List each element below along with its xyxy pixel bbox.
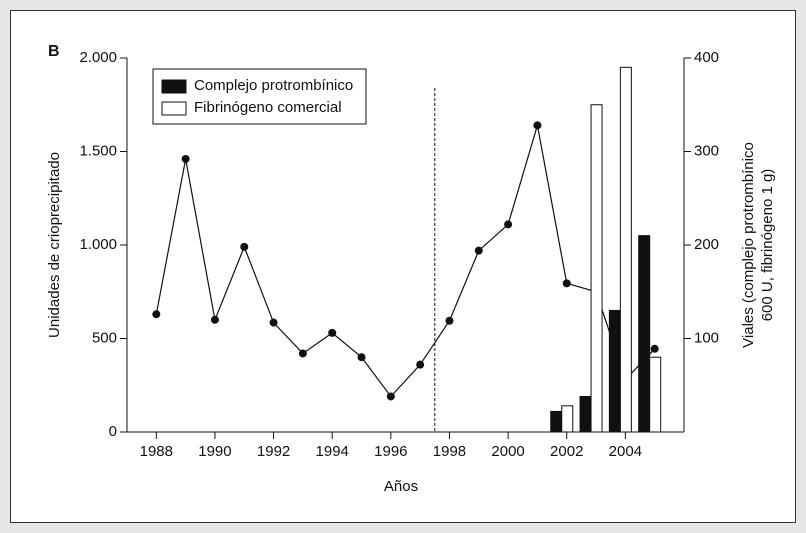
legend-swatch xyxy=(161,79,187,94)
y2-tick-label: 400 xyxy=(694,49,719,66)
x-tick-label: 2004 xyxy=(609,443,642,460)
marker xyxy=(240,242,249,251)
bar xyxy=(561,405,574,433)
marker xyxy=(298,349,307,358)
legend-label: Complejo protrombínico xyxy=(194,77,353,94)
marker xyxy=(416,360,425,369)
marker xyxy=(474,246,483,255)
y-axis-label: Unidades de crioprecipitado xyxy=(46,152,63,338)
x-tick-label: 1990 xyxy=(198,443,231,460)
x-tick-label: 2000 xyxy=(491,443,524,460)
y-tick-label: 2.000 xyxy=(79,49,117,66)
y-tick-label: 1.500 xyxy=(79,142,117,159)
marker xyxy=(152,310,161,319)
bar xyxy=(579,395,592,433)
x-tick-label: 1988 xyxy=(140,443,173,460)
x-tick-label: 1998 xyxy=(433,443,466,460)
x-tick-label: 1996 xyxy=(374,443,407,460)
legend-swatch xyxy=(161,101,187,116)
y2-axis-label: Viales (complejo protrombínico xyxy=(740,142,757,348)
x-tick-label: 1994 xyxy=(316,443,349,460)
x-tick-label: 2002 xyxy=(550,443,583,460)
marker xyxy=(445,316,454,325)
y2-tick-label: 100 xyxy=(694,329,719,346)
marker xyxy=(562,279,571,288)
bar xyxy=(608,309,621,433)
panel-label: B xyxy=(48,43,60,60)
bar xyxy=(619,66,632,433)
bar xyxy=(649,356,662,433)
marker xyxy=(269,318,278,327)
legend-box xyxy=(152,68,367,125)
marker xyxy=(181,154,190,163)
y2-axis-label: 600 U, fibrinógeno 1 g) xyxy=(759,169,776,322)
frame xyxy=(10,10,796,523)
marker xyxy=(533,121,542,130)
bar xyxy=(638,235,651,433)
bar xyxy=(590,104,603,433)
bar xyxy=(550,410,563,433)
x-tick-label: 1992 xyxy=(257,443,290,460)
y2-tick-label: 300 xyxy=(694,142,719,159)
marker xyxy=(504,220,513,229)
marker xyxy=(357,353,366,362)
legend-label: Fibrinógeno comercial xyxy=(194,99,342,116)
x-axis-label: Años xyxy=(384,478,418,495)
y2-tick-label: 200 xyxy=(694,236,719,253)
marker xyxy=(210,315,219,324)
marker xyxy=(650,344,659,353)
y-tick-label: 1.000 xyxy=(79,236,117,253)
y-tick-label: 0 xyxy=(109,423,117,440)
marker xyxy=(386,392,395,401)
y-tick-label: 500 xyxy=(92,329,117,346)
line xyxy=(155,125,656,398)
marker xyxy=(328,328,337,337)
